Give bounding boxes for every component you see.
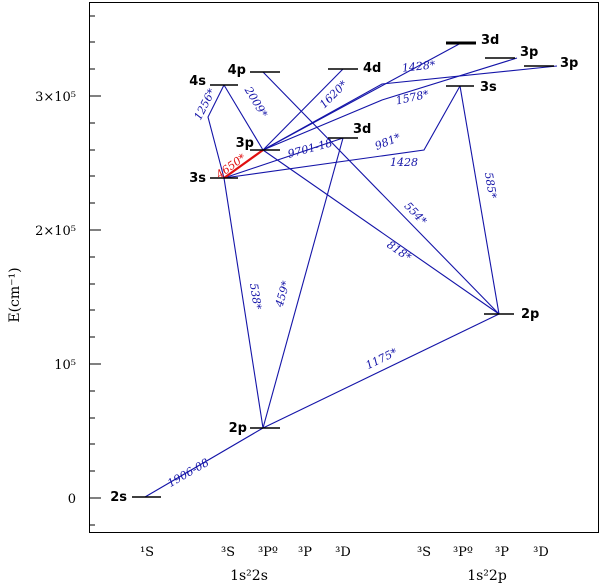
column-label: ³Pº — [453, 545, 473, 560]
transition-line-818 — [262, 149, 500, 315]
level-label-3p-1s22p: 3p — [520, 45, 538, 60]
column-label: ³D — [533, 545, 549, 560]
wavelength-label-554: 554* — [402, 200, 430, 228]
wavelength-label-9701-18: 9701-18 — [286, 136, 334, 160]
y-tick-label: 0 — [68, 492, 76, 507]
wavelength-label-459: 459* — [272, 279, 292, 309]
wavelength-label-1906-08: 1906-08 — [165, 456, 211, 490]
column-label: ³S — [417, 545, 431, 560]
transition-line-9701-18 — [223, 137, 344, 179]
wavelength-label-1175: 1175* — [364, 345, 400, 372]
level-label-2s: 2s — [110, 490, 127, 505]
column-label: ³Pº — [258, 545, 278, 560]
wavelength-label-538: 538* — [247, 282, 264, 311]
transition-line-1256 — [207, 84, 225, 179]
y-tick-label: 3×10⁵ — [35, 90, 76, 105]
transition-line-1578 — [262, 57, 518, 151]
y-tick-label: 2×10⁵ — [35, 224, 76, 239]
transition-line-1906-08 — [144, 427, 264, 498]
level-label-3d-1s22s: 3d — [353, 122, 371, 137]
level-label-4s-1s22s: 4s — [189, 74, 206, 89]
column-label: ³D — [335, 545, 351, 560]
configuration-label: 1s²2p — [467, 568, 507, 584]
plot-frame — [89, 2, 599, 533]
transition-line-1175 — [262, 313, 500, 429]
transition-line-2009 — [223, 84, 264, 151]
transition-line-459 — [262, 137, 344, 429]
wavelength-label-585: 585* — [482, 171, 499, 200]
column-label: ³P — [495, 545, 509, 560]
transition-line-554 — [262, 71, 500, 315]
column-label: ³P — [298, 545, 312, 560]
transitions — [144, 42, 558, 498]
level-label-3d-1s22p: 3d — [481, 33, 499, 48]
transition-line-1620 — [262, 68, 344, 151]
column-label: ³S — [221, 545, 235, 560]
transition-line-4650 — [223, 149, 264, 179]
wavelength-label-818: 818* — [384, 238, 414, 264]
transition-line-538 — [223, 177, 264, 429]
y-axis: 0 10⁵ 2×10⁵ 3×10⁵ E(cm⁻¹) — [7, 15, 101, 526]
x-axis: ¹S ³S ³Pº ³P ³D ³S ³Pº ³P ³D 1s²2s 1s²2p — [140, 545, 549, 584]
column-label: ¹S — [140, 545, 154, 560]
wavelength-label-1428: 1428 — [390, 156, 418, 169]
level-label-4d-1s22s: 4d — [363, 61, 381, 76]
level-label-3s-1s22p: 3s — [480, 80, 497, 95]
y-axis-label: E(cm⁻¹) — [7, 267, 23, 322]
wavelength-label-981: 981* — [373, 131, 403, 153]
level-label-2p-1s22s: 2p — [229, 421, 247, 436]
configuration-label: 1s²2s — [230, 568, 268, 584]
energy-levels — [132, 41, 554, 498]
wavelength-label-1428-star: 1428* — [401, 58, 436, 74]
transition-line-585 — [459, 85, 500, 315]
level-label-3p-1s22s: 3p — [236, 136, 254, 151]
wavelength-label-2009: 2009* — [241, 84, 270, 121]
transition-line-1428-star — [262, 65, 558, 151]
wavelength-label-1578: 1578* — [395, 88, 431, 108]
y-tick-label: 10⁵ — [54, 358, 76, 373]
level-labels: 2s 2p 2p 3s 4s 3p 4p 3d 4d 3s 3d 3p 3p — [110, 33, 578, 505]
level-label-4p-1s22s: 4p — [228, 63, 246, 78]
level-label-2p-1s22p: 2p — [521, 307, 539, 322]
transition-line-1428 — [223, 85, 461, 179]
level-label-3s-1s22s: 3s — [189, 171, 206, 186]
transition-labels: 1906-08 1175* 538* 459* 818* 554* 585* 4… — [165, 58, 499, 490]
level-label-3p-1s22p-b: 3p — [560, 56, 578, 71]
